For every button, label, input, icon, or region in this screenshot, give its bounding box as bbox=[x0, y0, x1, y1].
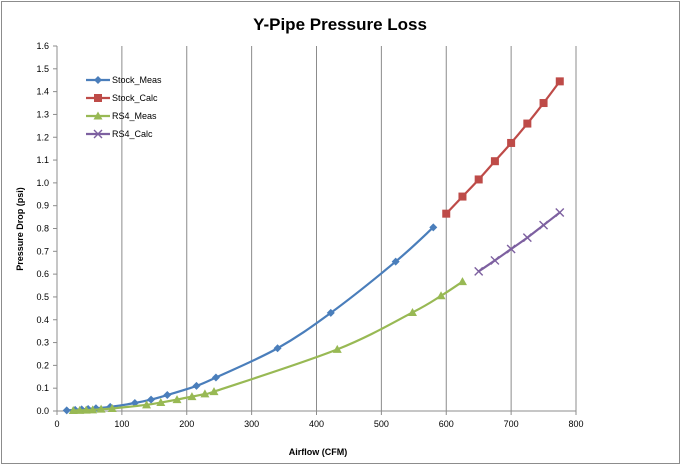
data-point bbox=[75, 405, 85, 414]
data-point bbox=[147, 395, 156, 404]
data-point bbox=[436, 291, 446, 300]
data-point bbox=[211, 373, 220, 382]
legend-label: RS4_Calc bbox=[112, 129, 153, 139]
data-point bbox=[326, 308, 335, 317]
data-point bbox=[273, 344, 282, 353]
data-point bbox=[408, 307, 418, 316]
x-marker-stroke bbox=[474, 266, 484, 276]
data-point bbox=[523, 119, 532, 128]
data-point bbox=[490, 157, 499, 166]
legend-marker bbox=[93, 129, 103, 139]
x-tick-label: 800 bbox=[568, 419, 583, 429]
data-point bbox=[522, 233, 532, 243]
y-tick-label: 0.0 bbox=[36, 406, 49, 416]
x-tick-label: 600 bbox=[439, 419, 454, 429]
legend-entry-stock-meas: Stock_Meas bbox=[86, 75, 162, 85]
data-point bbox=[507, 138, 516, 147]
data-point bbox=[68, 406, 78, 415]
data-point bbox=[490, 255, 500, 265]
legend-label: Stock_Meas bbox=[112, 75, 162, 85]
data-point bbox=[457, 277, 467, 286]
x-tick-label: 300 bbox=[244, 419, 259, 429]
data-point bbox=[156, 398, 166, 407]
series-line bbox=[73, 280, 464, 412]
data-point bbox=[209, 387, 219, 396]
y-tick-label: 0.2 bbox=[36, 360, 49, 370]
x-tick-label: 500 bbox=[374, 419, 389, 429]
y-tick-label: 1.4 bbox=[36, 87, 49, 97]
legend-marker bbox=[94, 76, 102, 84]
series bbox=[62, 77, 565, 415]
x-marker-stroke bbox=[522, 233, 532, 243]
x-marker-stroke bbox=[555, 208, 565, 218]
legend: Stock_Meas Stock_Calc RS4_Meas RS4_Calc bbox=[86, 75, 162, 139]
data-point bbox=[88, 405, 98, 414]
x-tick-label: 700 bbox=[504, 419, 519, 429]
legend-marker bbox=[94, 94, 102, 102]
data-point bbox=[172, 395, 182, 404]
y-tick-label: 0.7 bbox=[36, 246, 49, 256]
series-rs4-calc bbox=[474, 208, 565, 276]
legend-marker bbox=[93, 111, 103, 120]
legend-entry-rs4-meas: RS4_Meas bbox=[86, 111, 157, 121]
data-point bbox=[506, 244, 516, 254]
x-tick-label: 0 bbox=[54, 419, 59, 429]
y-tick-label: 1.1 bbox=[36, 155, 49, 165]
grid bbox=[121, 46, 577, 411]
data-point bbox=[458, 192, 467, 201]
legend-label: Stock_Calc bbox=[112, 93, 158, 103]
data-point bbox=[200, 389, 210, 398]
series-stock-calc bbox=[442, 77, 564, 218]
legend-label: RS4_Meas bbox=[112, 111, 157, 121]
data-point bbox=[96, 404, 106, 413]
y-tick-label: 0.1 bbox=[36, 383, 49, 393]
chart-title: Y-Pipe Pressure Loss bbox=[253, 15, 427, 34]
data-point bbox=[332, 344, 342, 353]
y-axis-title: Pressure Drop (psi) bbox=[15, 187, 25, 271]
y-tick-label: 0.3 bbox=[36, 338, 49, 348]
data-point bbox=[555, 77, 564, 86]
y-tick-label: 0.5 bbox=[36, 292, 49, 302]
x-tick-label: 100 bbox=[114, 419, 129, 429]
x-marker-stroke bbox=[93, 129, 103, 139]
data-point bbox=[442, 209, 451, 218]
y-tick-label: 1.5 bbox=[36, 64, 49, 74]
data-point bbox=[391, 257, 400, 266]
y-tick-label: 1.0 bbox=[36, 178, 49, 188]
data-point bbox=[163, 391, 172, 400]
x-tick-labels: 0 100 200 300 400 500 600 700 800 bbox=[54, 419, 583, 429]
x-tick-label: 200 bbox=[179, 419, 194, 429]
x-axis-title: Airflow (CFM) bbox=[289, 447, 348, 457]
y-tick-label: 1.6 bbox=[36, 41, 49, 51]
legend-entry-rs4-calc: RS4_Calc bbox=[86, 129, 153, 139]
data-point bbox=[187, 392, 197, 401]
data-point bbox=[474, 266, 484, 276]
y-tick-label: 1.2 bbox=[36, 132, 49, 142]
data-point bbox=[107, 403, 117, 412]
y-tick-label: 0.9 bbox=[36, 201, 49, 211]
data-point bbox=[539, 99, 548, 108]
y-tick-labels: 0.0 0.1 0.2 0.3 0.4 0.5 0.6 0.7 0.8 0.9 1.0 1.1 1.2 1… bbox=[36, 41, 49, 416]
data-point bbox=[62, 406, 71, 415]
data-point bbox=[81, 405, 91, 414]
y-tick-label: 0.4 bbox=[36, 315, 49, 325]
y-tick-label: 0.8 bbox=[36, 224, 49, 234]
y-tick-label: 0.6 bbox=[36, 269, 49, 279]
data-point bbox=[555, 208, 565, 218]
legend-entry-stock-calc: Stock_Calc bbox=[86, 93, 158, 103]
data-point bbox=[539, 220, 549, 230]
data-point bbox=[192, 381, 201, 390]
data-point bbox=[474, 175, 483, 184]
data-point bbox=[142, 400, 152, 409]
axes bbox=[53, 45, 577, 415]
x-tick-label: 400 bbox=[309, 419, 324, 429]
x-marker-stroke bbox=[506, 244, 516, 254]
x-marker-stroke bbox=[539, 220, 549, 230]
data-point bbox=[429, 223, 438, 232]
x-marker-stroke bbox=[490, 255, 500, 265]
y-tick-label: 1.3 bbox=[36, 109, 49, 119]
series-rs4-meas bbox=[68, 277, 467, 415]
